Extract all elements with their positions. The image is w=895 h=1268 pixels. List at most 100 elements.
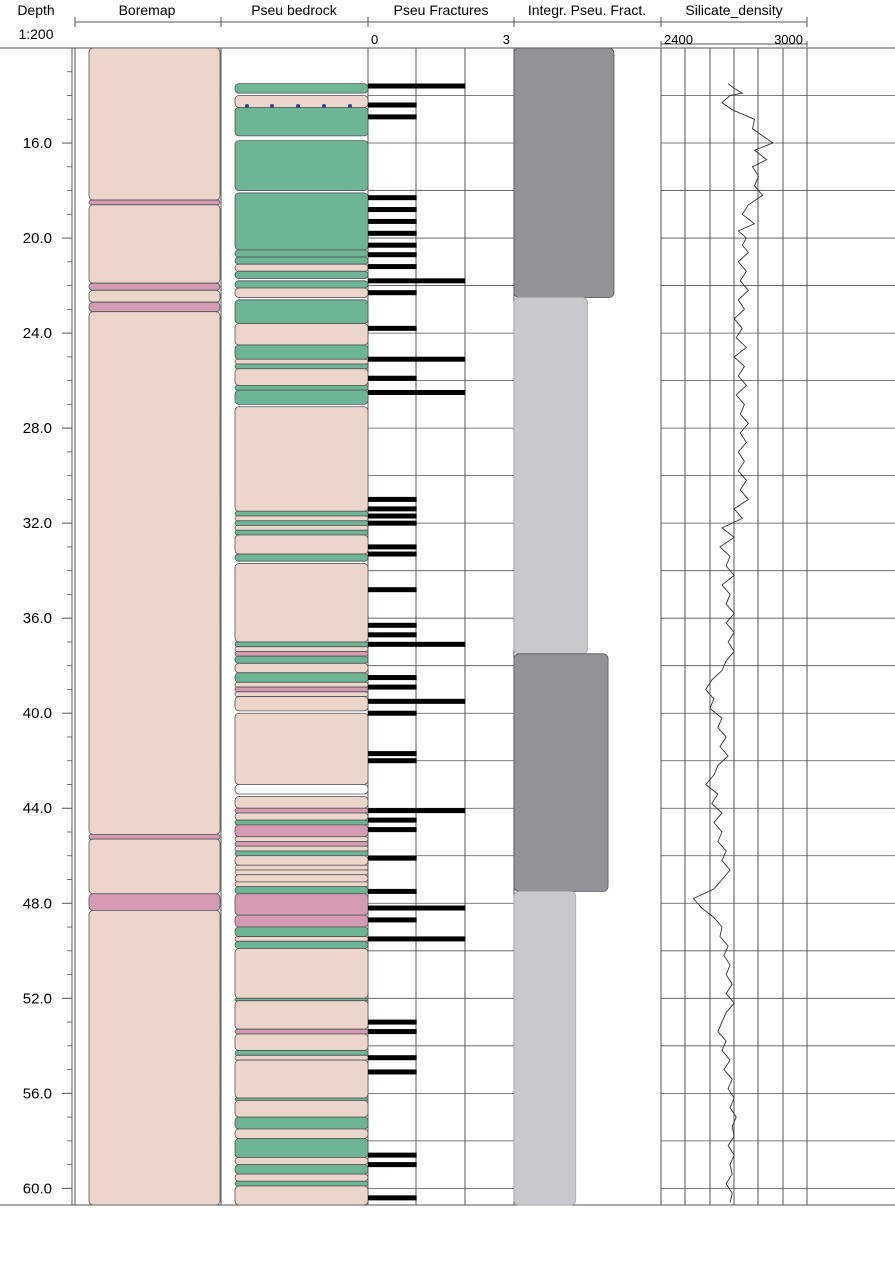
boremap-interval xyxy=(88,301,221,313)
boremap-track xyxy=(88,47,221,1206)
bedrock-interval xyxy=(234,529,369,536)
bedrock-interval xyxy=(234,691,369,697)
boremap-interval xyxy=(88,311,221,835)
fracture-bar xyxy=(368,817,417,823)
bedrock-dot xyxy=(270,104,274,108)
bedrock-interval xyxy=(234,807,369,814)
bedrock-interval xyxy=(234,672,369,683)
boremap-interval xyxy=(88,204,221,284)
density-track xyxy=(692,83,774,1203)
fracture-bar xyxy=(368,751,417,757)
fracture-bar xyxy=(368,207,417,213)
fractures-header: Pseu Fractures xyxy=(394,2,489,18)
integrity-bar xyxy=(513,653,609,892)
boremap-interval xyxy=(88,282,221,291)
bedrock-interval xyxy=(234,287,369,298)
bedrock-interval xyxy=(234,712,369,785)
boremap-interval xyxy=(88,289,221,303)
integrity-bar xyxy=(513,47,615,298)
bedrock-interval xyxy=(234,1157,369,1166)
bedrock-interval xyxy=(234,1173,369,1182)
bedrock-interval xyxy=(234,646,369,652)
bedrock-interval xyxy=(234,812,369,821)
fracture-bar xyxy=(368,1195,417,1201)
fracture-bar xyxy=(368,506,417,512)
boremap-header: Boremap xyxy=(119,2,176,18)
bedrock-interval xyxy=(234,520,369,526)
fracture-bar xyxy=(368,195,417,201)
fracture-bar xyxy=(368,102,417,108)
density-scale-max: 3000 xyxy=(774,32,803,47)
bedrock-interval xyxy=(234,845,369,852)
fracture-bar xyxy=(368,684,417,690)
bedrock-interval xyxy=(234,106,369,137)
fracture-bar xyxy=(368,675,417,681)
fracture-bar xyxy=(368,808,466,814)
bedrock-interval xyxy=(234,784,369,795)
fracture-bar xyxy=(368,230,417,236)
integrity-track xyxy=(513,47,615,1206)
fracture-bar xyxy=(368,218,417,224)
depth-tick-label: 48.0 xyxy=(23,895,52,912)
fracture-bar xyxy=(368,496,417,502)
bedrock-interval xyxy=(234,850,369,857)
fracture-bar xyxy=(368,325,417,331)
bedrock-interval xyxy=(234,249,369,258)
bedrock-interval xyxy=(234,1050,369,1056)
bedrock-interval xyxy=(234,1059,369,1099)
bedrock-interval xyxy=(234,662,369,674)
bedrock-interval xyxy=(234,1185,369,1206)
boremap-interval xyxy=(88,910,221,1206)
fracture-bar xyxy=(368,290,417,296)
fracture-bar xyxy=(368,264,417,270)
bedrock-interval xyxy=(234,1054,369,1061)
bedrock-dot xyxy=(245,104,249,108)
bedrock-interval xyxy=(234,534,369,555)
bedrock-interval xyxy=(234,192,369,251)
fracture-bar xyxy=(368,1162,417,1168)
bedrock-interval xyxy=(234,525,369,531)
fracture-bar xyxy=(368,114,417,120)
fracture-bar xyxy=(368,936,466,942)
boremap-interval xyxy=(88,199,221,206)
bedrock-dot xyxy=(296,104,300,108)
density-curve xyxy=(692,83,774,1203)
bedrock-interval xyxy=(234,824,369,838)
bedrock-interval xyxy=(234,855,369,866)
fracture-bar xyxy=(368,758,417,764)
density-scale-min: 2400 xyxy=(664,32,693,47)
bedrock-interval xyxy=(234,893,369,916)
bedrock-interval xyxy=(234,836,369,842)
fracture-bar xyxy=(368,544,417,550)
boremap-interval xyxy=(88,47,221,201)
fracture-bar xyxy=(368,1019,417,1025)
bedrock-interval xyxy=(234,874,369,883)
fracture-bar xyxy=(368,83,466,89)
fracture-bar xyxy=(368,855,417,861)
bedrock-interval xyxy=(234,869,369,876)
bedrock-interval xyxy=(234,140,369,191)
bedrock-dot-pattern xyxy=(245,104,352,108)
bedrock-interval xyxy=(234,1138,369,1158)
fracture-scale-min: 0 xyxy=(371,32,378,47)
bedrock-interval xyxy=(234,515,369,522)
boremap-interval xyxy=(88,893,221,911)
bedrock-interval xyxy=(234,795,369,809)
bedrock-interval xyxy=(234,651,369,657)
bedrock-interval xyxy=(234,936,369,942)
fracture-bar xyxy=(368,278,466,284)
bedrock-interval xyxy=(234,819,369,826)
bedrock-interval xyxy=(234,280,369,289)
bedrock-track xyxy=(234,83,369,1206)
bedrock-interval xyxy=(234,1164,369,1175)
depth-gridlines xyxy=(368,95,895,1189)
depth-header: Depth xyxy=(17,2,54,18)
bedrock-interval xyxy=(234,696,369,712)
depth-tick-label: 60.0 xyxy=(23,1180,52,1197)
fracture-bar xyxy=(368,888,417,894)
bedrock-interval xyxy=(234,655,369,664)
bedrock-interval xyxy=(234,841,369,847)
fracture-bar xyxy=(368,917,417,923)
fracture-bar xyxy=(368,710,417,716)
